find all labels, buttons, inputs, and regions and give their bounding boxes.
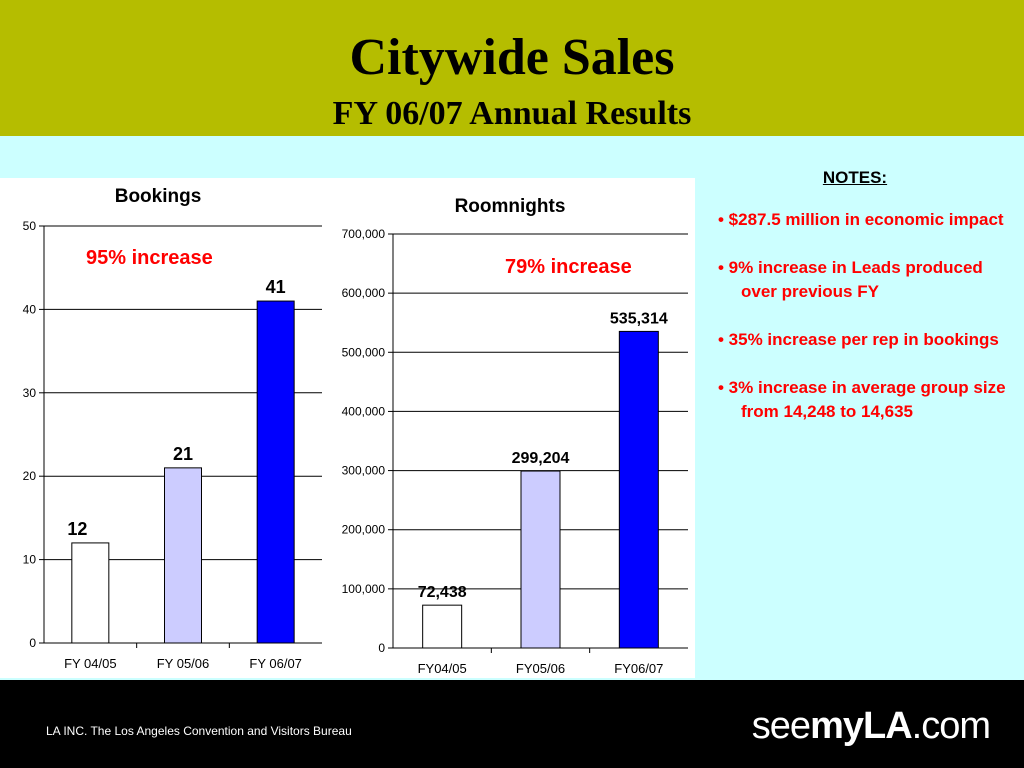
roomnights-y-tick-label: 700,000 [342,227,386,241]
bookings-chart: Bookings 95% increase 0 10 20 30 40 50 12 FY 04… [0,178,330,678]
roomnights-x-tick-label: FY06/07 [614,661,663,676]
roomnights-bar [618,330,659,649]
roomnights-chart-title: Roomnights [454,196,566,217]
roomnights-x-tick-label: FY04/05 [418,661,467,676]
slide-subtitle: FY 06/07 Annual Results [332,95,692,132]
bookings-data-label: 21 [173,444,193,464]
bookings-x-tick-label: FY 06/07 [249,656,302,671]
notes-panel: NOTES: • $287.5 million in economic impa… [700,168,1020,424]
logo-text-com: .com [911,705,991,747]
bookings-chart-plot: 0 10 20 30 40 50 12 FY 04/05 21 FY 05/06 41 FY 06/0… [23,219,322,671]
note-item: • 35% increase per rep in bookings [718,330,999,349]
bookings-increase-annotation: 95% increase [86,247,213,269]
roomnights-y-tick-label: 100,000 [342,582,386,596]
roomnights-chart: Roomnights 79% increase 0 100,000 200,000 3… [330,178,695,678]
roomnights-y-tick-label: 400,000 [342,404,386,418]
bookings-bar [256,300,295,644]
roomnights-increase-annotation: 79% increase [505,256,632,278]
roomnights-y-tick-label: 500,000 [342,345,386,359]
roomnights-data-label: 72,438 [418,584,467,601]
bookings-y-tick-label: 10 [23,553,37,567]
roomnights-y-tick-label: 0 [378,641,385,655]
roomnights-data-label: 535,314 [610,310,668,327]
roomnights-bar [422,604,463,649]
bookings-data-label: 41 [266,277,286,297]
roomnights-chart-plot: 0 100,000 200,000 300,000 400,000 500,000 600,… [342,227,688,676]
footer-org-name: LA INC. The Los Angeles Convention and V… [46,724,352,738]
note-item: • $287.5 million in economic impact [718,210,1004,229]
roomnights-x-tick-label: FY05/06 [516,661,565,676]
bookings-bar [71,542,110,644]
note-item: • 9% increase in Leads produced over pre… [718,258,983,301]
logo-text-myla: myLA [810,705,913,747]
bookings-y-tick-label: 20 [23,469,37,483]
bookings-x-tick-label: FY 04/05 [64,656,117,671]
bookings-data-label: 12 [67,519,87,539]
bookings-y-tick-label: 50 [23,219,37,233]
bookings-y-tick-label: 30 [23,386,37,400]
bookings-y-tick-label: 40 [23,302,37,316]
notes-heading: NOTES: [822,168,888,187]
slide-title: Citywide Sales [349,29,675,86]
bookings-bar [164,467,202,644]
roomnights-bar [520,470,561,649]
footer-bar: LA INC. The Los Angeles Convention and V… [0,680,1024,768]
roomnights-y-tick-label: 200,000 [342,523,386,537]
note-item: • 3% increase in average group size from… [718,378,1006,421]
roomnights-y-tick-label: 300,000 [342,464,386,478]
roomnights-data-label: 299,204 [512,450,570,467]
bookings-x-tick-label: FY 05/06 [157,656,210,671]
header-bar: Citywide Sales FY 06/07 Annual Results [0,0,1024,136]
bookings-chart-title: Bookings [114,186,202,207]
logo-text-see: see [751,705,811,747]
roomnights-y-tick-label: 600,000 [342,286,386,300]
seemyla-logo: seemyLA.com [751,705,991,748]
bookings-y-tick-label: 0 [29,636,36,650]
